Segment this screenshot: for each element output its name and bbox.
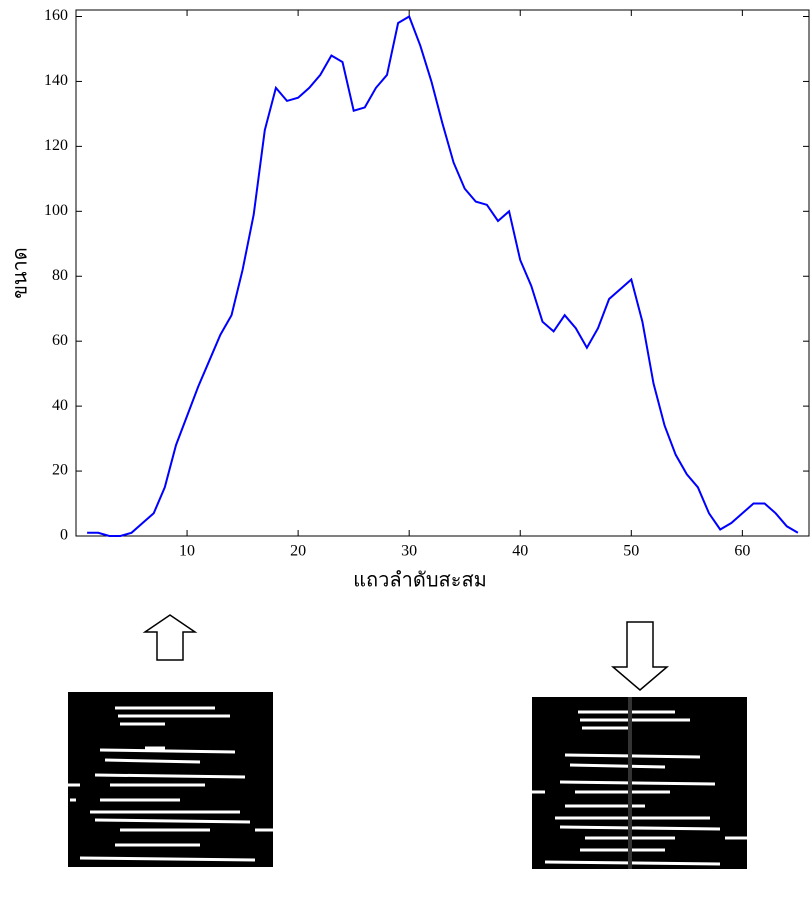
up-arrow bbox=[145, 615, 195, 660]
x-axis-title: แถวลำดับสะสม bbox=[353, 570, 487, 592]
y-axis-title: ขนาด bbox=[10, 247, 32, 299]
plot-frame bbox=[76, 10, 809, 536]
x-tick-label: 20 bbox=[290, 543, 306, 560]
y-tick-label: 40 bbox=[52, 397, 68, 414]
page: {"chart_data": {"type": "line", "x_label… bbox=[0, 0, 810, 898]
y-tick-label: 60 bbox=[52, 332, 68, 349]
x-tick-label: 60 bbox=[734, 543, 750, 560]
edge-image-left bbox=[68, 692, 273, 867]
y-tick-label: 160 bbox=[44, 7, 68, 24]
figure: แถวลำดับสะสม ขนาด 0 20 40 60 80 100 120 140 bbox=[0, 0, 810, 898]
y-tick-label: 140 bbox=[44, 72, 68, 89]
data-line bbox=[87, 17, 798, 537]
y-tick-label: 80 bbox=[52, 267, 68, 284]
x-tick-label: 10 bbox=[179, 543, 195, 560]
x-tick-label: 40 bbox=[512, 543, 528, 560]
down-arrow bbox=[613, 622, 667, 690]
x-tick-label: 30 bbox=[401, 543, 417, 560]
edge-image-right bbox=[532, 697, 747, 869]
y-tick-label: 100 bbox=[44, 202, 68, 219]
y-tick-label: 20 bbox=[52, 462, 68, 479]
x-tick-label: 50 bbox=[623, 543, 639, 560]
y-tick-label: 0 bbox=[60, 527, 68, 544]
y-tick-label: 120 bbox=[44, 137, 68, 154]
